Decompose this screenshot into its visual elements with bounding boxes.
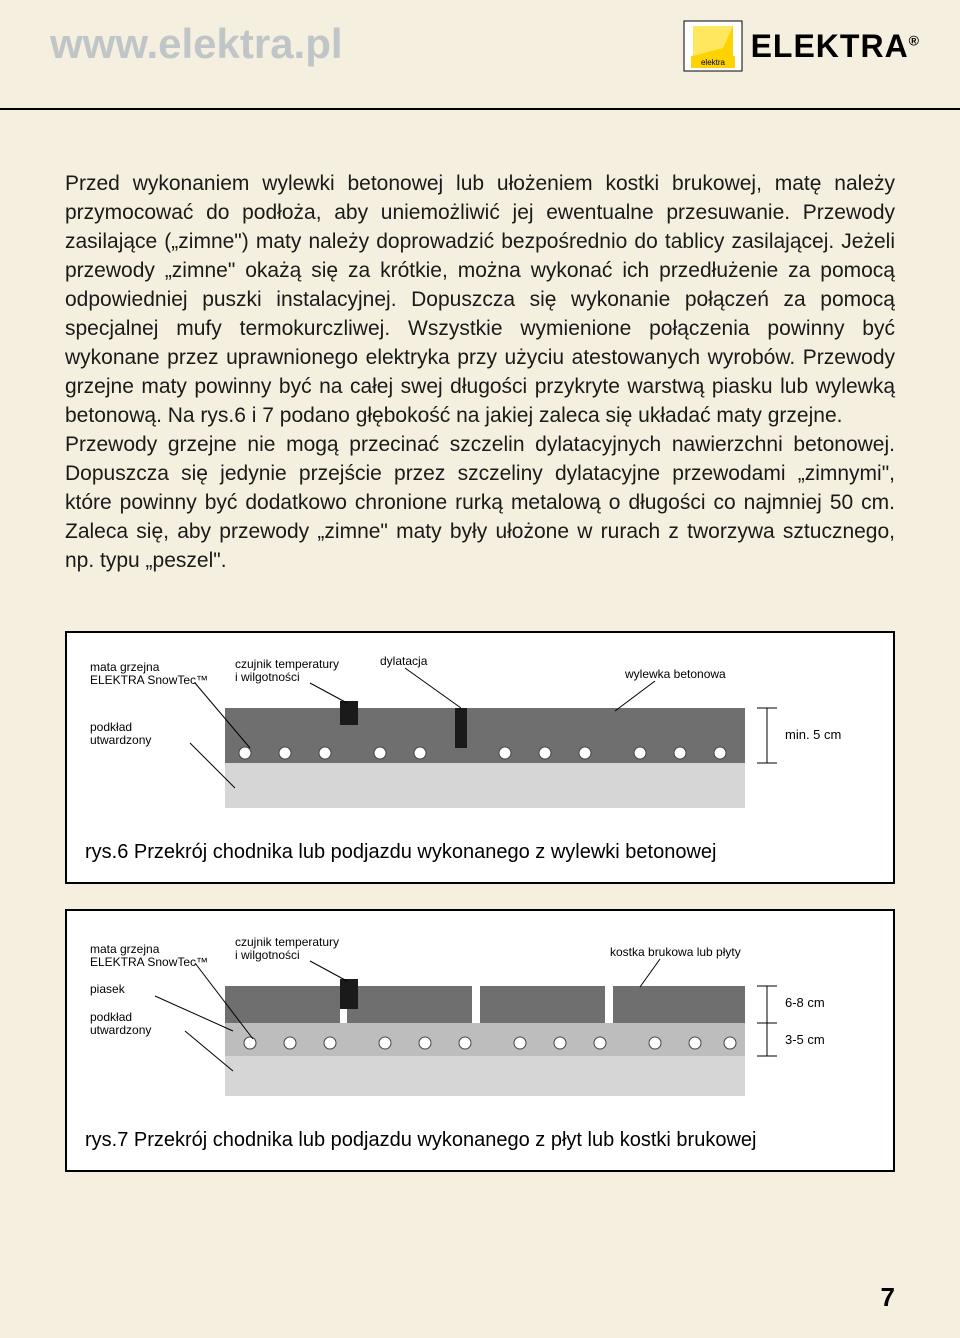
- svg-text:elektra: elektra: [701, 58, 726, 67]
- svg-text:podkładutwardzony: podkładutwardzony: [90, 1010, 151, 1037]
- svg-text:kostka brukowa lub płyty: kostka brukowa lub płyty: [610, 945, 741, 959]
- logo: elektra ELEKTRA®: [683, 20, 920, 72]
- header: www.elektra.pl elektra ELEKTRA®: [0, 0, 960, 110]
- brand-text: ELEKTRA®: [751, 28, 920, 65]
- caption-6: rys.6 Przekrój chodnika lub podjazdu wyk…: [85, 841, 875, 864]
- label-wylewka: wylewka betonowa: [624, 667, 726, 681]
- figure-7: 6-8 cm 3-5 cm mata grzejnaELEKTRA SnowTe…: [65, 909, 895, 1172]
- logo-icon: elektra: [683, 20, 743, 72]
- paragraph-2: Przewody grzejne nie mogą przecinać szcz…: [65, 433, 895, 572]
- label-podklad: podkładutwardzony: [90, 720, 151, 747]
- svg-text:mata grzejnaELEKTRA SnowTec™: mata grzejnaELEKTRA SnowTec™: [90, 942, 208, 969]
- page-number: 7: [881, 1282, 895, 1313]
- svg-text:6-8 cm: 6-8 cm: [785, 995, 825, 1010]
- label-czujnik: czujnik temperaturyi wilgotności: [235, 657, 339, 684]
- diagram-7: 6-8 cm 3-5 cm mata grzejnaELEKTRA SnowTe…: [85, 931, 875, 1111]
- svg-text:min. 5 cm: min. 5 cm: [785, 727, 841, 742]
- diagram-6: min. 5 cm mata grzejnaELEKTRA SnowTec™ p…: [85, 653, 875, 823]
- svg-text:3-5 cm: 3-5 cm: [785, 1032, 825, 1047]
- svg-text:czujnik temperaturyi wilgotnoś: czujnik temperaturyi wilgotności: [235, 935, 339, 962]
- svg-text:piasek: piasek: [90, 982, 126, 996]
- label-mata: mata grzejnaELEKTRA SnowTec™: [90, 660, 208, 687]
- paragraph-1: Przed wykonaniem wylewki betonowej lub u…: [65, 172, 895, 427]
- label-dylatacja: dylatacja: [380, 654, 428, 668]
- figure-6: min. 5 cm mata grzejnaELEKTRA SnowTec™ p…: [65, 631, 895, 884]
- body-text: Przed wykonaniem wylewki betonowej lub u…: [0, 110, 960, 606]
- site-url: www.elektra.pl: [50, 20, 343, 68]
- caption-7: rys.7 Przekrój chodnika lub podjazdu wyk…: [85, 1129, 875, 1152]
